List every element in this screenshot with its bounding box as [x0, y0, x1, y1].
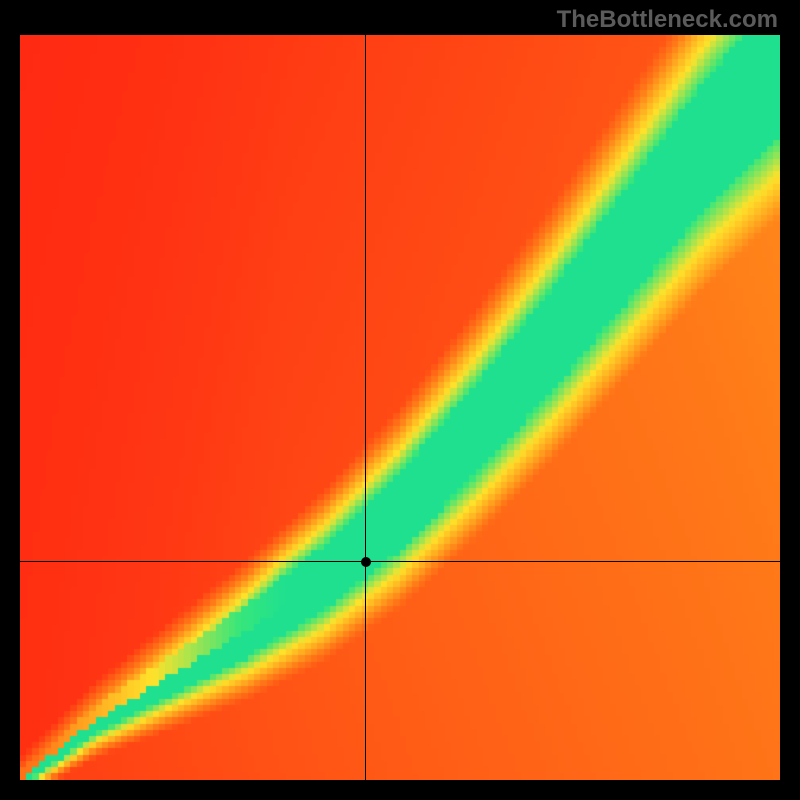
watermark-text: TheBottleneck.com [557, 6, 778, 34]
crosshair-point [361, 557, 371, 567]
chart-container: TheBottleneck.com [0, 0, 800, 800]
heatmap-canvas [20, 35, 780, 780]
crosshair-horizontal-line [20, 561, 780, 562]
plot-area [20, 35, 780, 780]
crosshair-vertical-line [365, 35, 366, 780]
